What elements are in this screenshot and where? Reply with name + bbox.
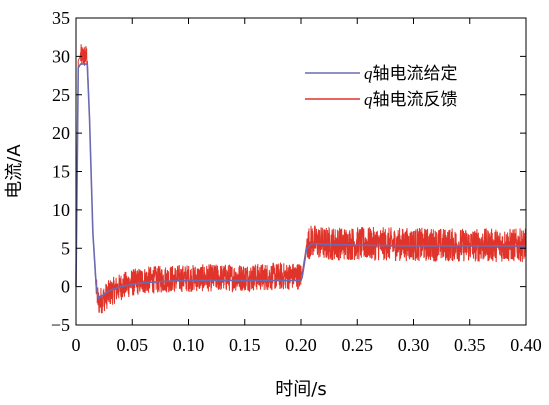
y-tick-label: 0 [61, 277, 70, 297]
x-axis-label: 时间/s [275, 379, 326, 400]
series-line-reference [75, 63, 526, 300]
x-tick-label: 0.15 [229, 335, 261, 355]
legend: q轴电流给定 q轴电流反馈 [305, 64, 458, 110]
x-tick-label: 0 [72, 335, 81, 355]
axis-ticks [75, 17, 527, 326]
y-tick-label: 15 [52, 162, 70, 182]
axis-tick-labels: 0 0.05 0.10 0.15 0.20 0.25 0.30 0.35 0.40−505101… [51, 8, 542, 355]
x-tick-label: 0.30 [398, 335, 430, 355]
x-tick-label: 0.10 [173, 335, 205, 355]
legend-entry-reference: q轴电流给定 [305, 64, 458, 84]
y-tick-label: −5 [51, 315, 70, 335]
y-tick-label: 35 [52, 8, 70, 28]
x-tick-label: 0.40 [510, 335, 542, 355]
x-tick-label: 0.25 [342, 335, 374, 355]
legend-label: q轴电流反馈 [364, 90, 458, 110]
y-tick-label: 10 [52, 200, 70, 220]
x-tick-label: 0.35 [454, 335, 486, 355]
legend-entry-feedback: q轴电流反馈 [305, 90, 458, 110]
legend-label: q轴电流给定 [364, 64, 458, 84]
y-tick-label: 25 [52, 85, 70, 105]
plot-lines [75, 44, 527, 314]
y-tick-label: 30 [52, 46, 70, 66]
y-tick-label: 20 [52, 123, 70, 143]
y-axis-label: 电流/A [4, 144, 25, 199]
y-tick-label: 5 [61, 238, 70, 258]
series-line-feedback [75, 44, 527, 314]
x-tick-label: 0.05 [117, 335, 149, 355]
x-tick-label: 0.20 [285, 335, 317, 355]
